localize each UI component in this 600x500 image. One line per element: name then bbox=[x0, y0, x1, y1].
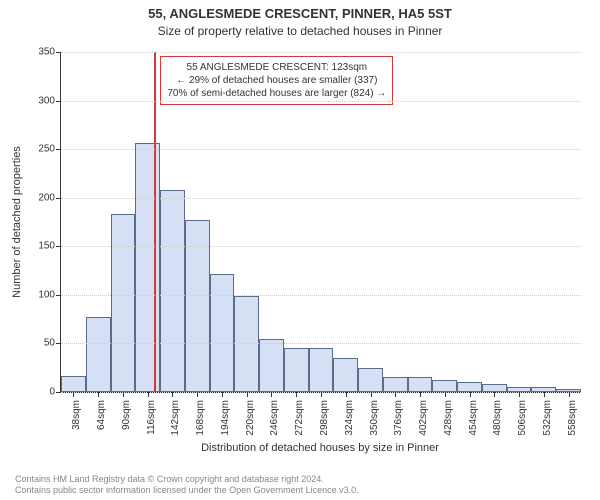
y-tick-label: 200 bbox=[38, 192, 55, 203]
y-tick-mark bbox=[56, 392, 61, 393]
histogram-bar bbox=[259, 339, 284, 392]
y-tick-mark bbox=[56, 101, 61, 102]
y-tick-mark bbox=[56, 198, 61, 199]
chart-title: 55, ANGLESMEDE CRESCENT, PINNER, HA5 5ST bbox=[0, 6, 600, 21]
marker-line bbox=[154, 52, 156, 392]
x-tick-mark bbox=[395, 392, 396, 397]
x-tick-label: 168sqm bbox=[195, 400, 206, 436]
histogram-bar bbox=[432, 380, 457, 392]
y-tick-label: 100 bbox=[38, 289, 55, 300]
x-tick-mark bbox=[222, 392, 223, 397]
y-tick-mark bbox=[56, 295, 61, 296]
grid-line bbox=[61, 149, 581, 150]
x-axis-label: Distribution of detached houses by size … bbox=[60, 442, 580, 454]
x-tick-label: 480sqm bbox=[492, 400, 503, 436]
y-tick-mark bbox=[56, 149, 61, 150]
y-tick-mark bbox=[56, 343, 61, 344]
x-tick-mark bbox=[321, 392, 322, 397]
grid-line bbox=[61, 101, 581, 102]
x-tick-mark bbox=[73, 392, 74, 397]
y-tick-label: 150 bbox=[38, 241, 55, 252]
x-tick-label: 428sqm bbox=[443, 400, 454, 436]
footer-line1: Contains HM Land Registry data © Crown c… bbox=[15, 474, 585, 485]
grid-line bbox=[61, 198, 581, 199]
y-tick-label: 250 bbox=[38, 144, 55, 155]
footer: Contains HM Land Registry data © Crown c… bbox=[15, 474, 585, 497]
histogram-bar bbox=[358, 368, 383, 392]
x-tick-mark bbox=[296, 392, 297, 397]
x-tick-label: 116sqm bbox=[146, 400, 157, 435]
x-tick-label: 506sqm bbox=[517, 400, 528, 436]
y-axis-label-text: Number of detached properties bbox=[11, 146, 23, 298]
x-tick-mark bbox=[247, 392, 248, 397]
x-tick-label: 558sqm bbox=[567, 400, 578, 436]
histogram-bar bbox=[210, 274, 235, 393]
x-tick-label: 454sqm bbox=[468, 400, 479, 436]
histogram-bar bbox=[309, 348, 334, 392]
x-tick-mark bbox=[445, 392, 446, 397]
histogram-bar bbox=[482, 384, 507, 392]
histogram-bar bbox=[457, 382, 482, 392]
histogram-bar bbox=[383, 377, 408, 392]
histogram-bar bbox=[86, 317, 111, 392]
annotation-line3: 70% of semi-detached houses are larger (… bbox=[167, 87, 386, 100]
x-tick-label: 402sqm bbox=[418, 400, 429, 436]
histogram-bar bbox=[333, 358, 358, 392]
x-tick-label: 246sqm bbox=[269, 400, 280, 436]
x-tick-mark bbox=[544, 392, 545, 397]
y-tick-mark bbox=[56, 52, 61, 53]
x-tick-label: 350sqm bbox=[369, 400, 380, 436]
x-tick-label: 376sqm bbox=[393, 400, 404, 436]
x-tick-mark bbox=[271, 392, 272, 397]
footer-line2: Contains public sector information licen… bbox=[15, 485, 585, 496]
x-tick-label: 142sqm bbox=[170, 400, 181, 436]
histogram-bar bbox=[61, 376, 86, 393]
x-tick-mark bbox=[519, 392, 520, 397]
x-tick-label: 38sqm bbox=[71, 400, 82, 430]
x-tick-mark bbox=[172, 392, 173, 397]
histogram-bar bbox=[284, 348, 309, 392]
x-tick-mark bbox=[569, 392, 570, 397]
x-tick-mark bbox=[148, 392, 149, 397]
histogram-bar bbox=[408, 377, 433, 392]
y-tick-label: 0 bbox=[49, 387, 55, 398]
histogram-bar bbox=[160, 190, 185, 392]
y-tick-label: 300 bbox=[38, 95, 55, 106]
x-tick-label: 298sqm bbox=[319, 400, 330, 436]
plot-area: 55 ANGLESMEDE CRESCENT: 123sqm ← 29% of … bbox=[60, 52, 581, 393]
y-axis-label: Number of detached properties bbox=[10, 52, 24, 392]
grid-line bbox=[61, 295, 581, 296]
x-tick-label: 324sqm bbox=[344, 400, 355, 436]
chart-subtitle: Size of property relative to detached ho… bbox=[0, 24, 600, 38]
x-tick-label: 272sqm bbox=[294, 400, 305, 436]
annotation-line1: 55 ANGLESMEDE CRESCENT: 123sqm bbox=[167, 61, 386, 74]
x-tick-mark bbox=[98, 392, 99, 397]
annotation-box: 55 ANGLESMEDE CRESCENT: 123sqm ← 29% of … bbox=[160, 56, 393, 105]
x-tick-mark bbox=[420, 392, 421, 397]
y-tick-mark bbox=[56, 246, 61, 247]
x-tick-mark bbox=[123, 392, 124, 397]
annotation-line2: ← 29% of detached houses are smaller (33… bbox=[167, 74, 386, 87]
x-tick-mark bbox=[346, 392, 347, 397]
histogram-bar bbox=[111, 214, 136, 392]
x-tick-label: 90sqm bbox=[121, 400, 132, 430]
grid-line bbox=[61, 52, 581, 53]
x-tick-label: 194sqm bbox=[220, 400, 231, 436]
x-tick-mark bbox=[470, 392, 471, 397]
y-tick-label: 50 bbox=[44, 338, 55, 349]
x-tick-mark bbox=[494, 392, 495, 397]
x-tick-label: 220sqm bbox=[245, 400, 256, 436]
x-tick-mark bbox=[197, 392, 198, 397]
x-tick-label: 532sqm bbox=[542, 400, 553, 436]
x-tick-label: 64sqm bbox=[96, 400, 107, 430]
chart-container: { "chart": { "type": "histogram", "title… bbox=[0, 0, 600, 500]
y-tick-label: 350 bbox=[38, 47, 55, 58]
grid-line bbox=[61, 343, 581, 344]
x-tick-mark bbox=[371, 392, 372, 397]
grid-line bbox=[61, 246, 581, 247]
